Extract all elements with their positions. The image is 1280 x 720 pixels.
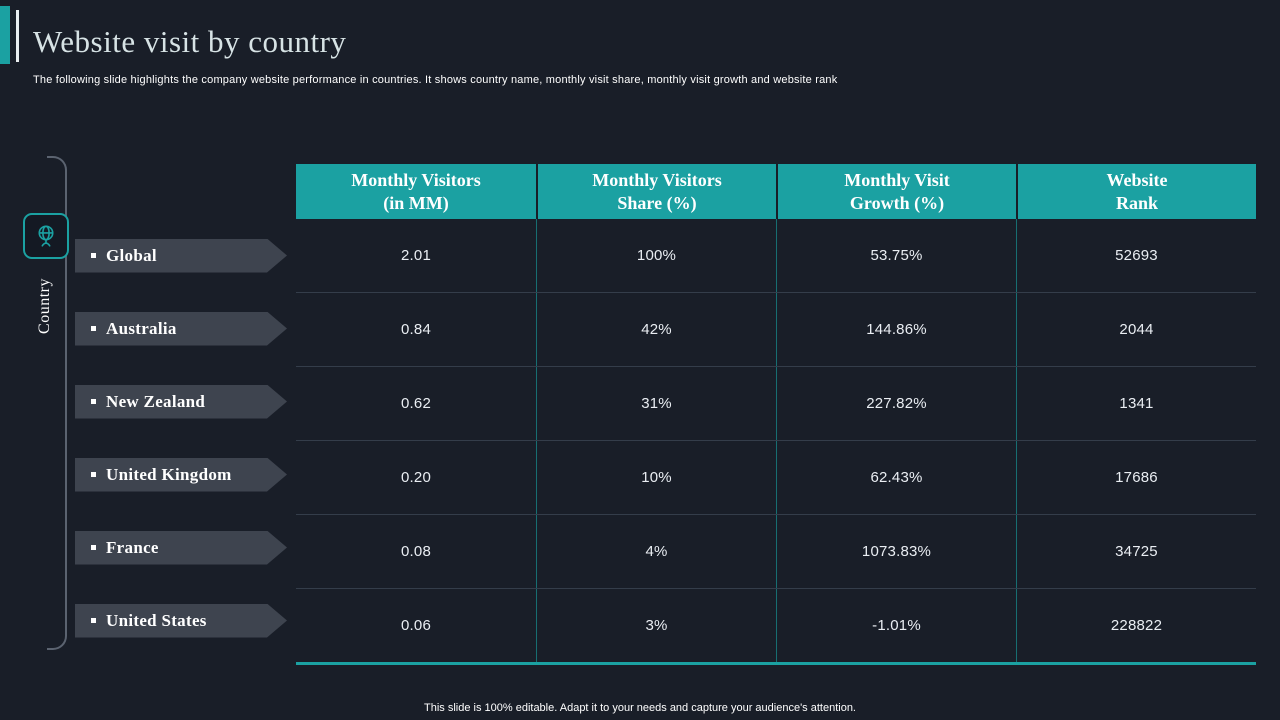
cell-share: 100% (536, 219, 776, 292)
cell-share: 10% (536, 441, 776, 514)
cell-growth: 62.43% (776, 441, 1016, 514)
column-header-visit-growth: Monthly Visit Growth (%) (776, 164, 1016, 219)
cell-growth: -1.01% (776, 589, 1016, 662)
column-header-website-rank: Website Rank (1016, 164, 1256, 219)
data-table: Monthly Visitors (in MM) Monthly Visitor… (296, 164, 1256, 665)
cell-rank: 2044 (1016, 293, 1256, 366)
country-label-text: Australia (106, 318, 177, 338)
cell-visitors: 0.08 (401, 543, 431, 560)
country-label-global: Global (75, 239, 287, 273)
cell-share: 42% (536, 293, 776, 366)
square-bullet-icon (91, 253, 96, 258)
header-line: Growth (%) (849, 192, 945, 213)
country-label-row: Global (75, 219, 287, 292)
header-line: Share (%) (617, 192, 697, 213)
cell-growth: 53.75% (776, 219, 1016, 292)
square-bullet-icon (91, 472, 96, 477)
header-line: Monthly Visitors (351, 170, 481, 190)
column-header-monthly-visitors: Monthly Visitors (in MM) (296, 164, 536, 219)
footer-note: This slide is 100% editable. Adapt it to… (424, 702, 856, 714)
country-label-row: Australia (75, 292, 287, 365)
country-label-text: New Zealand (106, 391, 206, 411)
table-row-australia: 0.84 42% 144.86% 2044 (296, 293, 1256, 367)
country-axis-label-text: Country (36, 278, 54, 334)
cell-rank: 34725 (1016, 515, 1256, 588)
cell-growth: 227.82% (776, 367, 1016, 440)
country-label-text: France (106, 537, 159, 557)
country-label-row: United States (75, 584, 287, 657)
country-label-text: United States (106, 610, 207, 630)
country-label-australia: Australia (75, 312, 287, 346)
table-row-new-zealand: 0.62 31% 227.82% 1341 (296, 367, 1256, 441)
country-axis-label: Country (24, 260, 66, 352)
column-header-visitors-share: Monthly Visitors Share (%) (536, 164, 776, 219)
cell-growth: 1073.83% (776, 515, 1016, 588)
page-title: Website visit by country (33, 24, 347, 59)
cell-visitors: 0.62 (401, 395, 431, 412)
cell-rank: 52693 (1016, 219, 1256, 292)
table-row-united-states: 0.06 3% -1.01% 228822 (296, 589, 1256, 662)
header-line: Website (1106, 170, 1168, 190)
cell-visitors: 0.20 (401, 469, 431, 486)
country-label-text: United Kingdom (106, 464, 232, 484)
cell-share: 31% (536, 367, 776, 440)
table-header-row: Monthly Visitors (in MM) Monthly Visitor… (296, 164, 1256, 219)
table-row-global: 2.01 100% 53.75% 52693 (296, 219, 1256, 293)
table-row-united-kingdom: 0.20 10% 62.43% 17686 (296, 441, 1256, 515)
header-line: Monthly Visit (844, 170, 950, 190)
page-subtitle: The following slide highlights the compa… (33, 74, 838, 86)
cell-rank: 1341 (1016, 367, 1256, 440)
country-labels: Global Australia New Zealand United King… (75, 219, 287, 657)
title-accent-bar (0, 6, 10, 64)
square-bullet-icon (91, 618, 96, 623)
country-label-united-states: United States (75, 604, 287, 638)
cell-share: 4% (536, 515, 776, 588)
country-label-new-zealand: New Zealand (75, 385, 287, 419)
header-line: Monthly Visitors (592, 170, 722, 190)
cell-visitors: 0.06 (401, 617, 431, 634)
country-label-france: France (75, 531, 287, 565)
title-accent-line (16, 10, 19, 62)
country-label-united-kingdom: United Kingdom (75, 458, 287, 492)
country-label-row: New Zealand (75, 365, 287, 438)
square-bullet-icon (91, 545, 96, 550)
table-row-france: 0.08 4% 1073.83% 34725 (296, 515, 1256, 589)
globe-icon (23, 213, 69, 259)
cell-rank: 228822 (1016, 589, 1256, 662)
country-label-row: France (75, 511, 287, 584)
cell-growth: 144.86% (776, 293, 1016, 366)
square-bullet-icon (91, 326, 96, 331)
cell-visitors: 2.01 (401, 247, 431, 264)
cell-visitors: 0.84 (401, 321, 431, 338)
cell-rank: 17686 (1016, 441, 1256, 514)
cell-share: 3% (536, 589, 776, 662)
country-label-row: United Kingdom (75, 438, 287, 511)
country-axis-bracket (47, 156, 67, 650)
header-line: Rank (1115, 192, 1159, 213)
country-label-text: Global (106, 245, 157, 265)
square-bullet-icon (91, 399, 96, 404)
header-line: (in MM) (383, 192, 449, 213)
